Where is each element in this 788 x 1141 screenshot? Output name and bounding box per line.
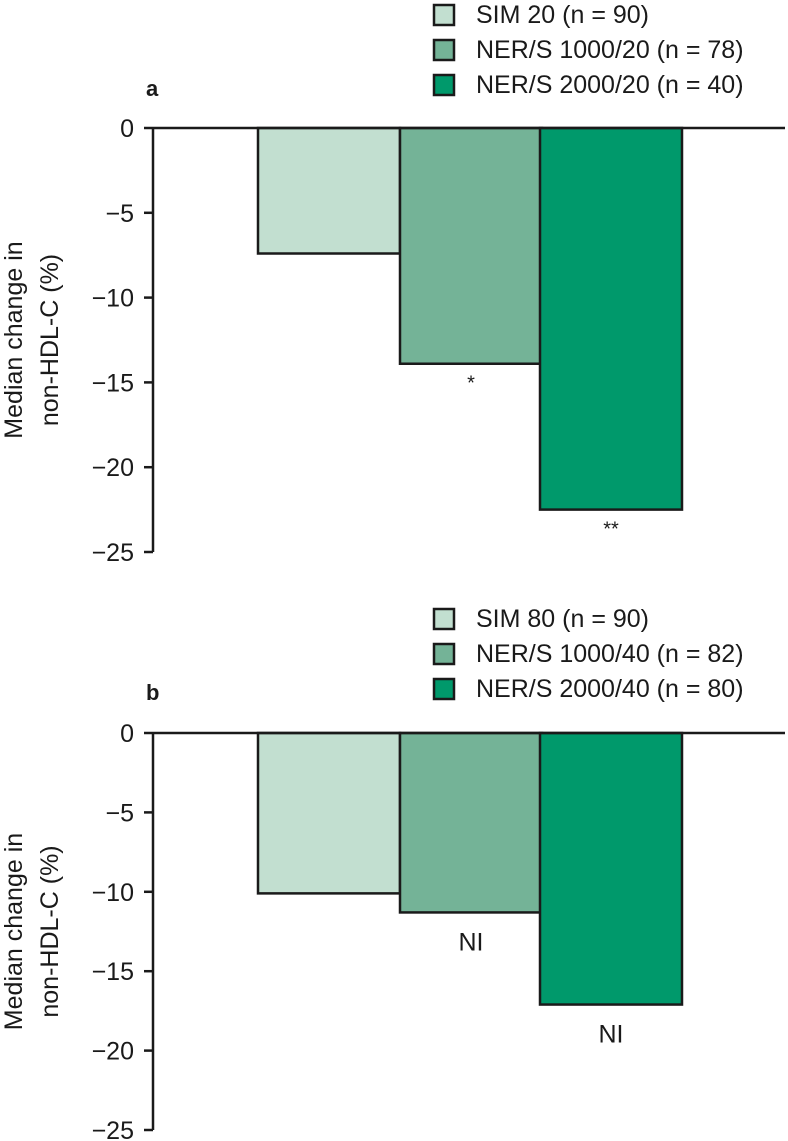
- legend-swatch: [432, 642, 456, 666]
- bar: [256, 126, 402, 255]
- y-axis-label: non-HDL-C (%): [36, 254, 64, 426]
- legend-label: NER/S 1000/40 (n = 82): [476, 640, 744, 668]
- legend-swatch: [432, 38, 456, 62]
- legend-swatch: [432, 73, 456, 97]
- legend-label: NER/S 2000/40 (n = 80): [476, 675, 744, 703]
- bar: [398, 126, 544, 365]
- y-tick-label: 0: [120, 720, 134, 748]
- bar-annotation: NI: [599, 1021, 624, 1049]
- y-tick-label: −10: [92, 285, 134, 313]
- y-tick-label: −15: [92, 369, 134, 397]
- panel-label: a: [146, 76, 159, 101]
- y-tick-label: −15: [92, 958, 134, 986]
- y-tick-label: 0: [120, 115, 134, 143]
- y-axis-label: non-HDL-C (%): [36, 845, 64, 1017]
- y-axis-label: Median change in: [0, 241, 28, 438]
- bar: [538, 731, 684, 1006]
- legend-swatch: [432, 607, 456, 631]
- legend-label: SIM 80 (n = 90): [476, 605, 649, 633]
- bar-annotation: *: [467, 373, 475, 395]
- bar: [398, 731, 544, 914]
- y-tick-label: −25: [92, 539, 134, 567]
- chart-panel-a: SIM 20 (n = 90) NER/S 1000/20 (n = 78) NER…: [0, 1, 785, 567]
- chart-panel-b: SIM 80 (n = 90) NER/S 1000/40 (n = 82) NER…: [0, 605, 785, 1141]
- bar: [256, 731, 402, 895]
- bar: [538, 126, 684, 511]
- legend-label: SIM 20 (n = 90): [476, 1, 649, 29]
- y-tick-label: −20: [92, 454, 134, 482]
- y-tick-label: −20: [92, 1038, 134, 1066]
- bar-annotation: **: [603, 519, 619, 541]
- legend-swatch: [432, 677, 456, 701]
- y-tick-label: −5: [105, 799, 134, 827]
- y-tick-label: −5: [105, 200, 134, 228]
- bar-annotation: NI: [459, 928, 484, 956]
- y-tick-label: −25: [92, 1117, 134, 1141]
- legend-label: NER/S 2000/20 (n = 40): [476, 71, 744, 99]
- y-tick-label: −10: [92, 879, 134, 907]
- y-axis-label: Median change in: [0, 833, 28, 1030]
- legend-label: NER/S 1000/20 (n = 78): [476, 36, 744, 64]
- panel-label: b: [146, 680, 159, 705]
- legend-swatch: [432, 3, 456, 27]
